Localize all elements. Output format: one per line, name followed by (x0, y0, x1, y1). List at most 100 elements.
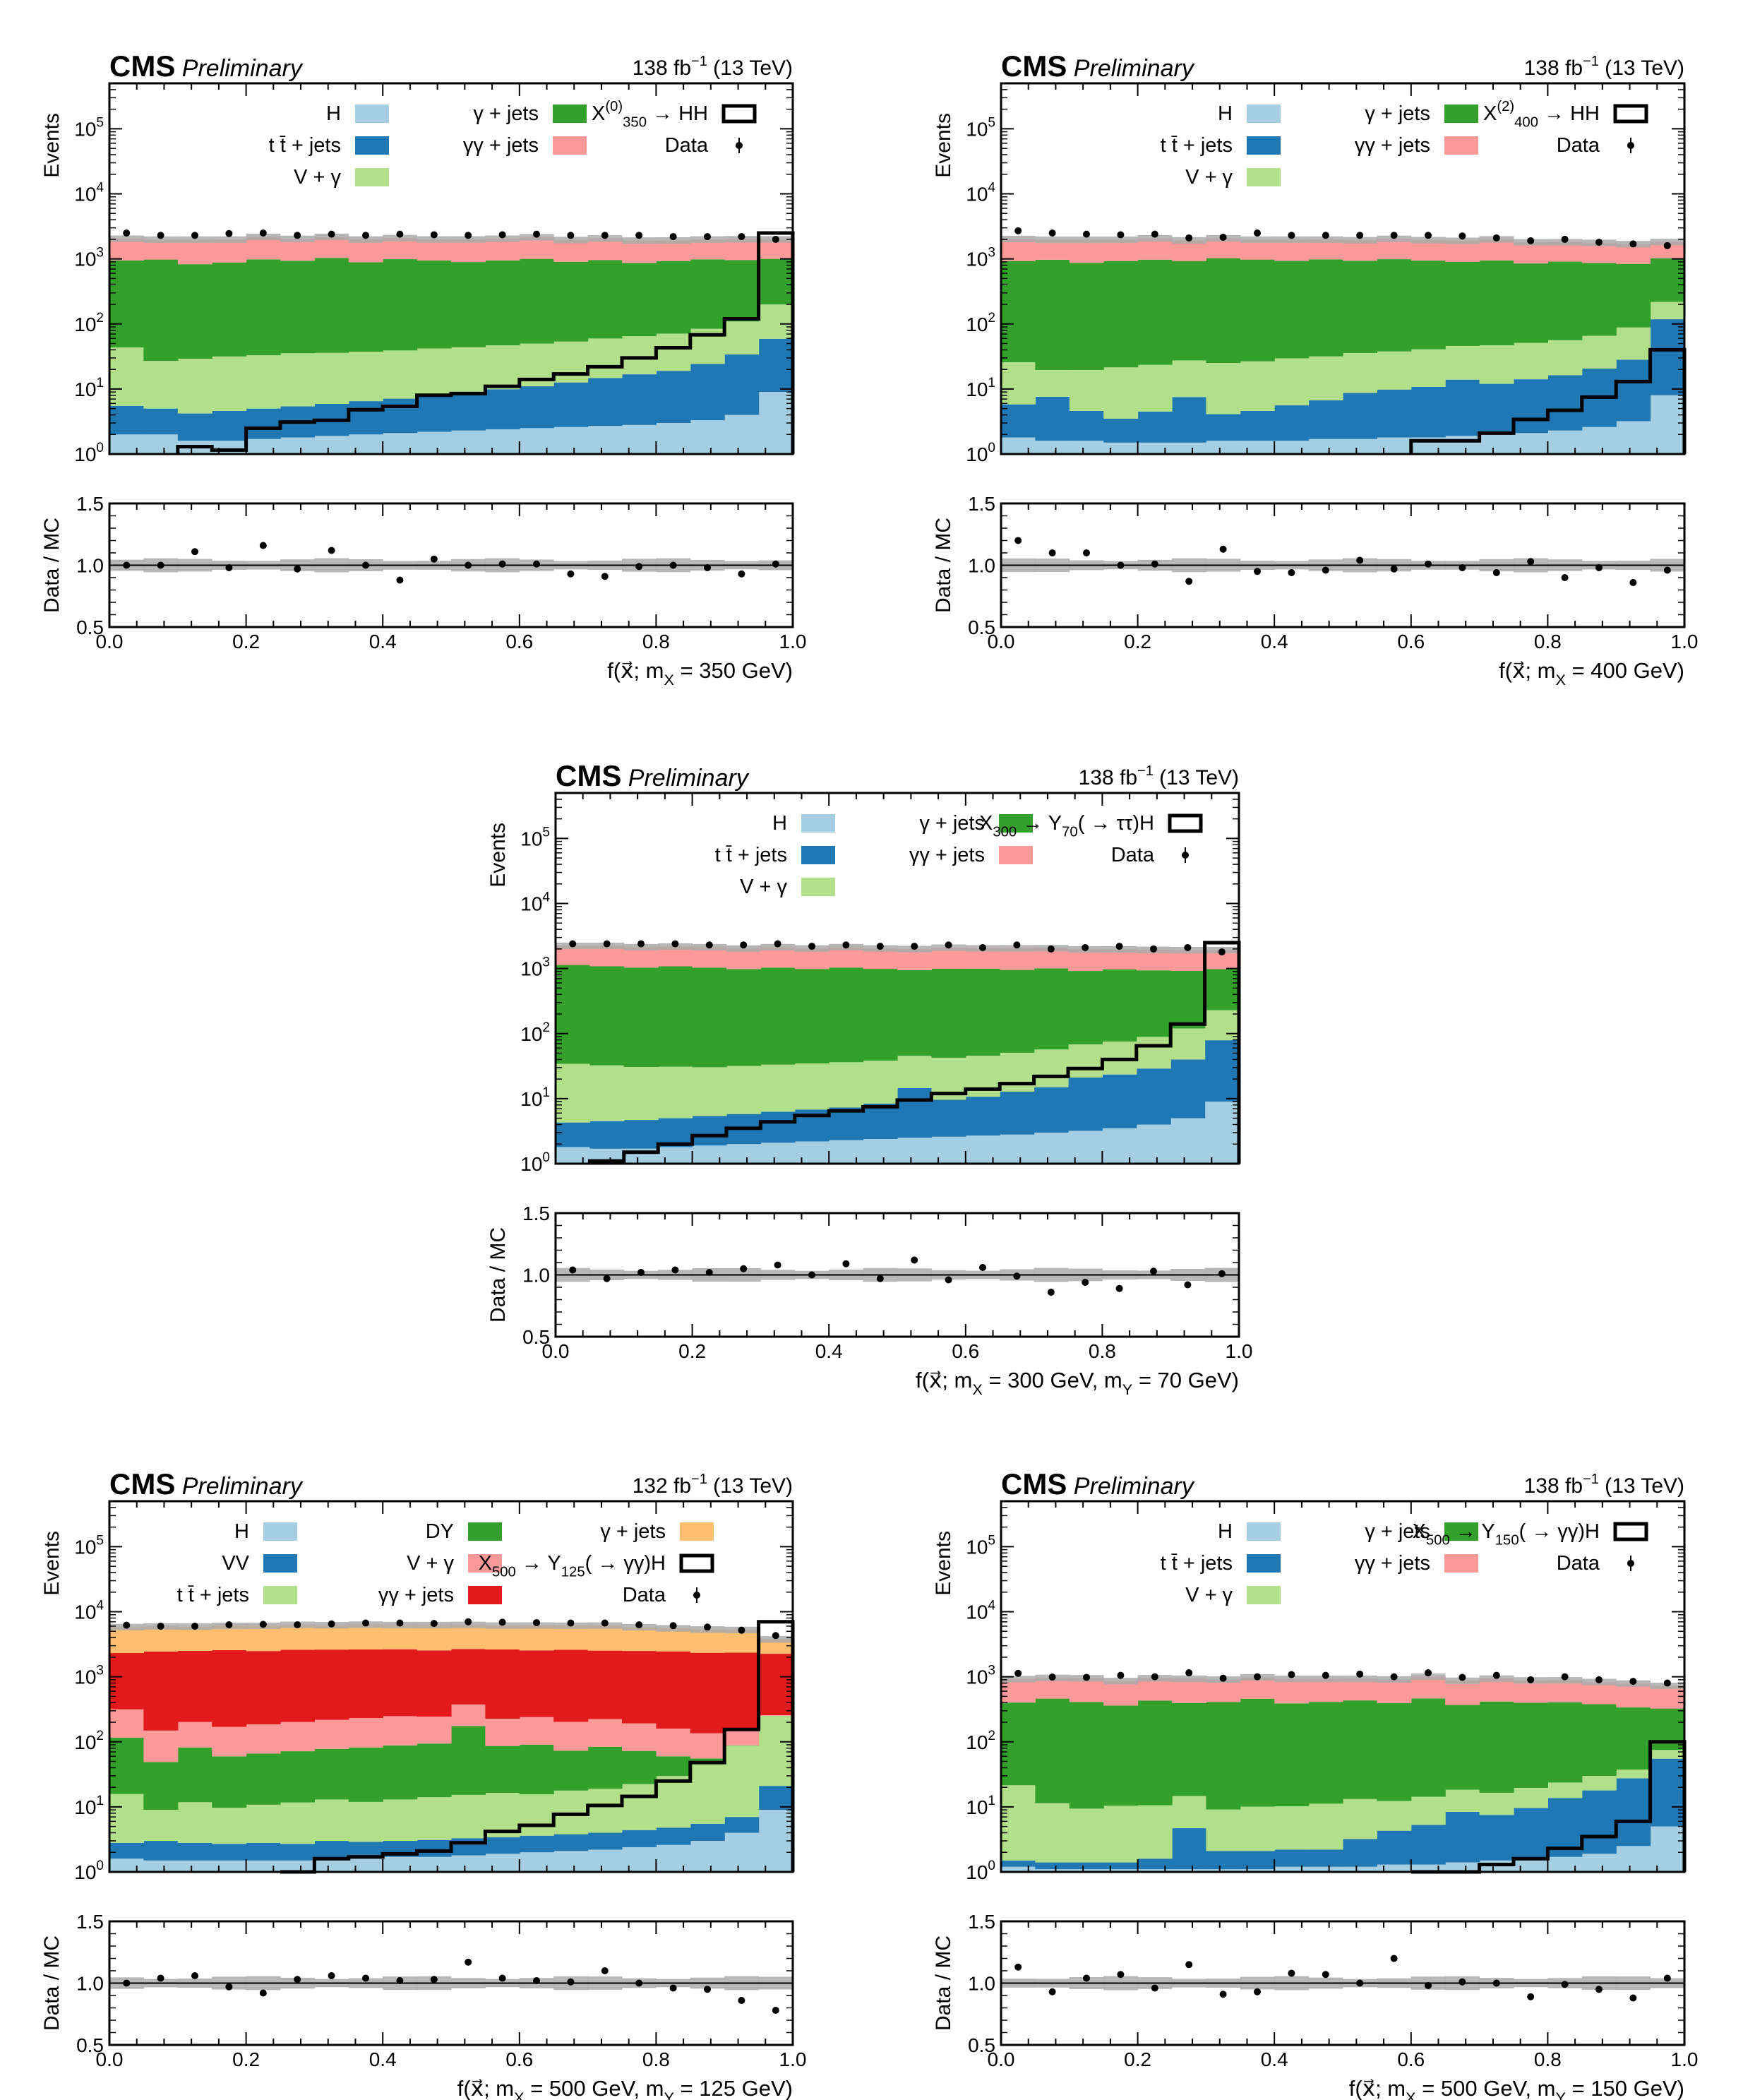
bar (109, 1709, 144, 1738)
bar (485, 429, 520, 454)
bar (519, 1835, 554, 1853)
data-point (430, 1620, 438, 1628)
bar (1170, 1028, 1206, 1060)
bar (1102, 1074, 1137, 1128)
ratio-point (396, 576, 404, 584)
bar (724, 321, 760, 354)
ratio-point (1150, 1267, 1157, 1275)
bar (485, 389, 520, 429)
bar (724, 1746, 760, 1818)
bar (383, 398, 418, 434)
bar (556, 1063, 590, 1123)
bar (1170, 1118, 1206, 1164)
bar (622, 336, 657, 375)
bar (1137, 1700, 1173, 1806)
bar (1035, 1862, 1070, 1870)
bar (726, 1144, 761, 1164)
bar (829, 1062, 864, 1108)
ratio-point (1561, 574, 1569, 581)
bar (623, 947, 659, 968)
ratio-point (362, 1974, 369, 1982)
data-point (430, 231, 438, 239)
bar (1274, 1806, 1310, 1850)
bar (383, 350, 418, 399)
bar (758, 338, 793, 393)
data-point (328, 1620, 335, 1628)
bar (1069, 441, 1104, 454)
bar (417, 239, 452, 261)
ratio-point (259, 1989, 267, 1997)
ratio-point (601, 1967, 609, 1974)
bar (1308, 1702, 1343, 1804)
data-point (1322, 232, 1329, 239)
series-h (556, 1102, 1240, 1164)
bar (1581, 426, 1617, 454)
x-tick-label: 1.0 (779, 631, 807, 652)
bar (622, 424, 657, 454)
bar (553, 1649, 589, 1722)
bar (1069, 1678, 1104, 1702)
legend-swatch (999, 846, 1033, 864)
legend: H VV t t̄ + jets DY V + γ γγ + jets γ + jets X5… (177, 1520, 714, 1606)
bar (794, 948, 829, 970)
bar (1445, 1862, 1480, 1872)
bar (212, 1808, 247, 1844)
y-tick-base: 10 (74, 1796, 96, 1818)
ratio-point (1254, 568, 1261, 575)
legend-swatch (1247, 1554, 1281, 1573)
bar (246, 237, 281, 260)
bar (1204, 1010, 1240, 1041)
y-tick-exp: 4 (96, 1599, 104, 1613)
legend-signal-swatch (1613, 104, 1648, 124)
bar (587, 1650, 623, 1719)
bar (1069, 410, 1104, 441)
bar (1581, 1776, 1617, 1791)
y-tick-base: 10 (74, 314, 96, 335)
data-point (1561, 1673, 1569, 1681)
unc-bar (1650, 239, 1685, 246)
data-point (1527, 1676, 1535, 1683)
ratio-point (1425, 560, 1432, 568)
bar (1137, 364, 1173, 412)
bar (143, 408, 179, 435)
bar (587, 238, 623, 261)
ratio-tick-label: 1.5 (76, 493, 104, 515)
bar (1377, 437, 1412, 454)
legend-swatch (355, 168, 389, 186)
data-point (601, 1619, 609, 1627)
bar (1172, 1796, 1206, 1829)
bar (348, 1859, 383, 1872)
bar (1410, 261, 1446, 350)
legend-signal-label-part: → Y (1017, 812, 1062, 835)
bar (622, 240, 657, 263)
ratio-tick-label: 0.5 (76, 2034, 104, 2056)
data-point (1048, 1674, 1056, 1681)
ratio-point (1595, 564, 1603, 571)
data-point (157, 1622, 164, 1630)
series-h (1001, 395, 1685, 454)
y-tick-exp: 4 (542, 890, 550, 905)
data-point (603, 940, 611, 948)
ratio-panel-2: 0.5 1.0 1.5 0.0 0.2 0.4 0.6 0.8 1.0 Data / MC f(x⃗… (932, 493, 1698, 688)
bar (1581, 1790, 1617, 1854)
y-tick-base: 10 (74, 1666, 96, 1688)
bar (212, 1860, 247, 1872)
legend-signal-swatch (1613, 1522, 1648, 1541)
bar (485, 345, 520, 390)
data-point (1014, 227, 1022, 234)
bar (1308, 239, 1343, 260)
bar (1445, 1811, 1480, 1863)
legend-swatch (468, 1522, 502, 1541)
bar (965, 948, 1000, 969)
y-axis-label: Events (486, 823, 510, 888)
ratio-point (1356, 556, 1364, 564)
data-point (396, 1619, 404, 1627)
ratio-point (498, 1974, 506, 1982)
legend-signal-label-part: X (979, 812, 993, 835)
series-tt-jets (1001, 319, 1685, 443)
bar (965, 1135, 1000, 1164)
legend-signal-label-part: ( → ττ)H (1078, 812, 1154, 835)
y-tick-label: 103 (966, 246, 995, 270)
y-tick-base: 10 (520, 828, 542, 849)
legend-label: γ + jets (1365, 1520, 1430, 1543)
